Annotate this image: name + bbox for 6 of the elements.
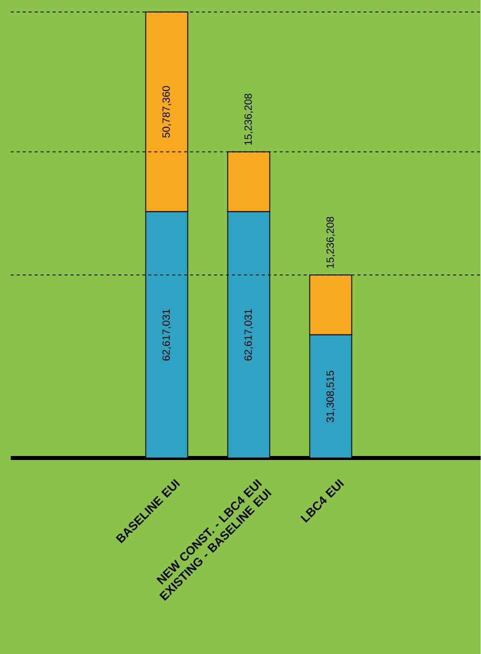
data-label: 50,787,360 — [162, 86, 172, 138]
data-label: 15,236,208 — [326, 216, 336, 268]
data-label: 31,308,515 — [326, 370, 336, 422]
data-label: 62,617,031 — [162, 309, 172, 361]
data-label: 15,236,208 — [244, 94, 254, 145]
data-label: 62,617,031 — [244, 309, 254, 361]
